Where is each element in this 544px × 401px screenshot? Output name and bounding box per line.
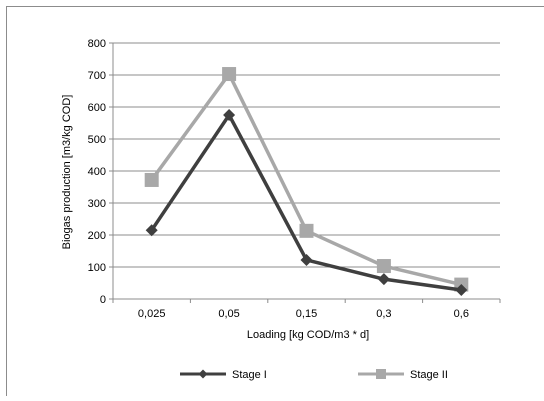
y-tick-label: 100 xyxy=(88,262,106,274)
x-tick-label: 0,15 xyxy=(296,308,317,320)
y-tick-label: 500 xyxy=(88,134,106,146)
y-tick-label: 600 xyxy=(88,102,106,114)
legend-swatch-marker xyxy=(376,369,386,379)
legend-label: Stage II xyxy=(410,369,448,381)
y-tick-label: 700 xyxy=(88,70,106,82)
data-point-marker xyxy=(377,259,391,273)
x-tick-label: 0,05 xyxy=(218,308,239,320)
x-tick-label: 0,6 xyxy=(454,308,469,320)
legend-label: Stage I xyxy=(232,369,267,381)
y-tick-label: 400 xyxy=(88,166,106,178)
x-tick-label: 0,3 xyxy=(376,308,391,320)
y-tick-label: 200 xyxy=(88,230,106,242)
data-point-marker xyxy=(145,173,159,187)
data-point-marker xyxy=(300,224,314,238)
data-point-marker xyxy=(222,67,236,81)
y-tick-label: 0 xyxy=(100,294,106,306)
x-tick-label: 0,025 xyxy=(138,308,166,320)
y-axis-title: Biogas production [m3/kg COD] xyxy=(61,95,73,250)
x-axis-title: Loading [kg COD/m3 * d] xyxy=(247,329,369,341)
y-tick-label: 300 xyxy=(88,198,106,210)
y-tick-label: 800 xyxy=(88,38,106,50)
